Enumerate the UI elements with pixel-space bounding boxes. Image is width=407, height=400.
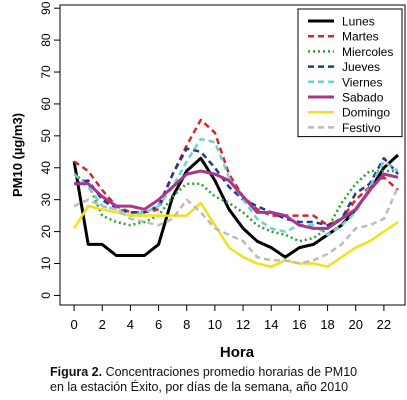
chart-axes: 0 10 20 30 40 50 60 70 80 90 0 2 4 6 8 10 12 14 16 18 20 22 <box>39 1 406 332</box>
x-tick-label: 12 <box>236 317 250 332</box>
y-axis-label: PM10 (µg/m3) <box>10 113 25 197</box>
y-tick-label: 50 <box>39 129 53 143</box>
legend-label-viernes: Viernes <box>342 75 382 89</box>
caption-line-1: Concentraciones promedio horarias de PM1… <box>102 365 358 379</box>
series-line-festivo <box>73 186 400 265</box>
line-chart: 0 10 20 30 40 50 60 70 80 90 0 2 4 6 8 10 12 14 16 18 20 22 L… <box>10 1 406 360</box>
plot-frame <box>59 4 406 306</box>
x-axis-label: Hora <box>220 344 255 360</box>
y-tick-label: 10 <box>39 257 53 271</box>
x-tick-label: 10 <box>208 317 222 332</box>
legend-label-martes: Martes <box>342 30 379 44</box>
y-tick-label: 70 <box>39 65 53 79</box>
x-tick-label: 16 <box>292 317 306 332</box>
legend-label-sabado: Sabado <box>342 91 384 105</box>
y-tick-label: 60 <box>39 97 53 111</box>
series-line-jueves <box>73 147 399 227</box>
series-line-domingo <box>73 201 399 268</box>
x-tick-label: 6 <box>155 317 162 332</box>
series-line-sabado <box>74 169 399 230</box>
x-tick-label: 20 <box>348 317 362 332</box>
x-tick-label: 4 <box>127 317 134 332</box>
x-tick-label: 14 <box>264 317 278 332</box>
y-tick-label: 0 <box>39 292 53 299</box>
y-tick-label: 30 <box>39 193 53 207</box>
caption-figure-number: Figura 2. <box>50 365 103 379</box>
series-line-martes <box>73 118 399 227</box>
legend-label-jueves: Jueves <box>342 60 380 74</box>
legend-label-lunes: Lunes <box>342 15 375 29</box>
figure-caption: Figura 2. Concentraciones promedio horar… <box>50 365 400 395</box>
x-tick-label: 2 <box>99 317 106 332</box>
x-tick-label: 0 <box>70 317 77 332</box>
x-tick-label: 18 <box>320 317 334 332</box>
legend-label-domingo: Domingo <box>342 106 390 120</box>
legend-label-miercoles: Miercoles <box>342 45 393 59</box>
caption-line-2: en la estación Éxito, por días de la sem… <box>50 380 349 394</box>
y-tick-label: 90 <box>39 1 53 15</box>
series-line-miercoles <box>73 169 398 243</box>
legend-label-festivo: Festivo <box>342 121 381 135</box>
y-tick-label: 40 <box>39 161 53 175</box>
x-tick-label: 8 <box>183 317 190 332</box>
y-tick-label: 20 <box>39 225 53 239</box>
legend-box <box>297 8 403 138</box>
y-tick-label: 80 <box>39 33 53 47</box>
chart-series <box>72 118 400 268</box>
x-tick-label: 22 <box>377 317 391 332</box>
